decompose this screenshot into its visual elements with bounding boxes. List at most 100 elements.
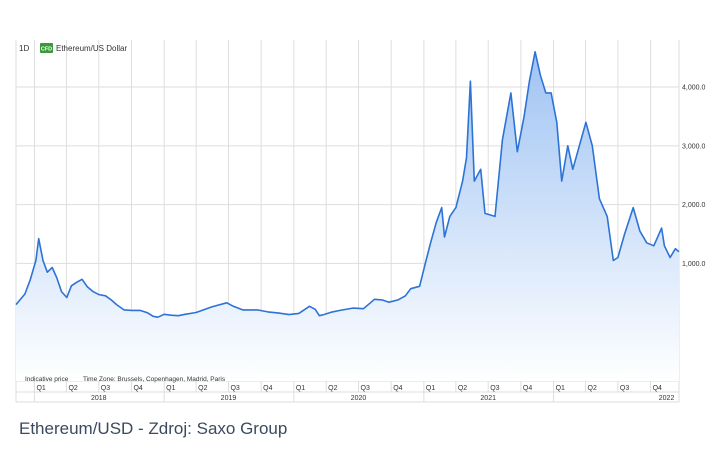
- year-tick-label: 2019: [221, 395, 237, 402]
- quarter-tick-label: Q4: [393, 385, 402, 392]
- data-point: [556, 122, 557, 123]
- data-point: [567, 145, 568, 146]
- data-point: [315, 309, 316, 310]
- legend-label: Ethereum/US Dollar: [56, 44, 127, 53]
- quarter-tick-label: Q3: [361, 385, 370, 392]
- legend: CFD Ethereum/US Dollar: [40, 43, 127, 53]
- quarter-tick-label: Q2: [328, 385, 337, 392]
- data-point: [613, 260, 614, 261]
- data-point: [42, 260, 43, 261]
- data-point: [98, 294, 99, 295]
- quarter-tick-label: Q1: [36, 385, 45, 392]
- data-point: [157, 317, 158, 318]
- data-point: [105, 295, 106, 296]
- quarter-tick-label: Q3: [101, 385, 110, 392]
- year-tick-label: 2021: [480, 395, 496, 402]
- price-area-fill: [16, 51, 679, 382]
- quarter-tick-label: Q2: [68, 385, 77, 392]
- data-point: [449, 216, 450, 217]
- quarter-tick-label: Q3: [230, 385, 239, 392]
- y-tick-label: 2,000.0: [682, 202, 705, 209]
- data-point: [319, 315, 320, 316]
- data-point: [664, 245, 665, 246]
- data-point: [466, 157, 467, 158]
- data-point: [561, 181, 562, 182]
- data-point: [599, 198, 600, 199]
- data-point: [397, 299, 398, 300]
- year-tick-label: 2020: [351, 395, 367, 402]
- data-point: [71, 285, 72, 286]
- data-point: [585, 122, 586, 123]
- data-point: [93, 291, 94, 292]
- data-point: [592, 145, 593, 146]
- data-point: [267, 311, 268, 312]
- data-point: [52, 267, 53, 268]
- data-point: [76, 282, 77, 283]
- data-point: [523, 116, 524, 117]
- data-point: [298, 313, 299, 314]
- data-point: [653, 245, 654, 246]
- data-point: [550, 92, 551, 93]
- data-point: [278, 312, 279, 313]
- y-tick-label: 3,000.0: [682, 143, 705, 150]
- data-point: [288, 314, 289, 315]
- quarter-tick-label: Q2: [458, 385, 467, 392]
- y-tick-label: 1,000.0: [682, 261, 705, 268]
- data-point: [661, 228, 662, 229]
- data-point: [436, 222, 437, 223]
- chart-svg: 1,000.0 2,000.0 3,000.0 4,000.0 Q1 Q2 Q3 Q4 Q1 Q…: [15, 40, 705, 403]
- data-point: [480, 169, 481, 170]
- data-point: [633, 207, 634, 208]
- data-point: [309, 306, 310, 307]
- quarter-tick-label: Q4: [653, 385, 662, 392]
- data-point: [425, 263, 426, 264]
- data-point: [15, 304, 16, 305]
- data-point: [670, 257, 671, 258]
- data-point: [323, 314, 324, 315]
- data-point: [474, 181, 475, 182]
- data-point: [35, 260, 36, 261]
- data-point: [374, 299, 375, 300]
- data-point: [352, 307, 353, 308]
- quarter-tick-label: Q3: [620, 385, 629, 392]
- data-point: [545, 92, 546, 93]
- data-point: [178, 315, 179, 316]
- data-point: [517, 151, 518, 152]
- data-point: [131, 310, 132, 311]
- data-point: [388, 302, 389, 303]
- quarter-tick-label: Q2: [588, 385, 597, 392]
- data-point: [47, 272, 48, 273]
- data-point: [185, 314, 186, 315]
- data-point: [66, 297, 67, 298]
- ethereum-price-chart: 1,000.0 2,000.0 3,000.0 4,000.0 Q1 Q2 Q3 Q4 Q1 Q…: [15, 40, 705, 403]
- data-point: [577, 151, 578, 152]
- y-tick-label: 4,000.0: [682, 85, 705, 92]
- data-point: [242, 309, 243, 310]
- data-point: [624, 233, 625, 234]
- data-point: [529, 81, 530, 82]
- quarter-tick-label: Q1: [166, 385, 175, 392]
- data-point: [139, 310, 140, 311]
- data-point: [444, 236, 445, 237]
- data-point: [147, 312, 148, 313]
- data-point: [419, 286, 420, 287]
- data-point: [455, 207, 456, 208]
- legend-badge-text: CFD: [41, 47, 52, 53]
- data-point: [572, 169, 573, 170]
- data-point: [441, 207, 442, 208]
- data-point: [470, 81, 471, 82]
- data-point: [646, 242, 647, 243]
- quarter-tick-label: Q4: [263, 385, 272, 392]
- data-point: [510, 92, 511, 93]
- indicative-price-note: Indicative price: [25, 376, 69, 383]
- data-point: [535, 51, 536, 52]
- data-point: [331, 312, 332, 313]
- year-tick-label: 2022: [659, 395, 675, 402]
- data-point: [61, 291, 62, 292]
- data-point: [196, 312, 197, 313]
- quarter-tick-label: Q1: [426, 385, 435, 392]
- data-point: [494, 216, 495, 217]
- data-point: [257, 309, 258, 310]
- data-point: [540, 75, 541, 76]
- data-point: [678, 251, 679, 252]
